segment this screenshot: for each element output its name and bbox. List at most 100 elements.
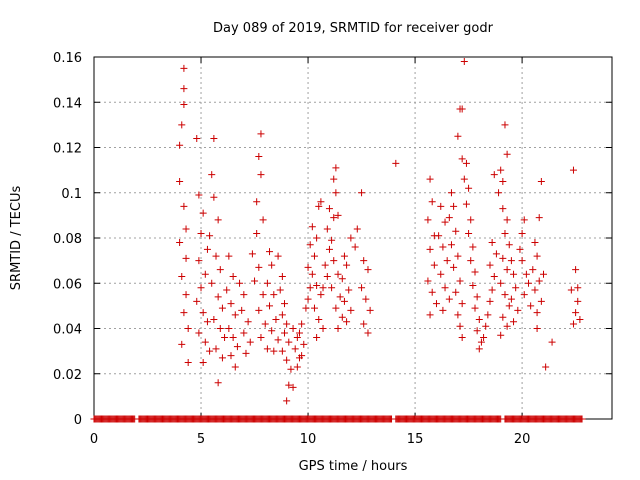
data-point <box>268 327 276 335</box>
data-point <box>244 318 252 326</box>
data-point <box>512 284 520 292</box>
data-point <box>278 311 286 319</box>
data-point <box>338 313 346 321</box>
data-point <box>313 282 321 290</box>
data-point <box>248 250 256 258</box>
data-point <box>499 205 507 213</box>
data-point <box>293 334 301 342</box>
data-point <box>328 284 336 292</box>
data-point <box>540 270 548 278</box>
data-point <box>210 134 218 142</box>
data-point <box>253 229 261 237</box>
data-point <box>345 286 353 294</box>
data-point <box>180 64 188 72</box>
data-point <box>456 322 464 330</box>
data-point <box>306 241 314 249</box>
x-tick-label: 15 <box>407 432 424 447</box>
data-point <box>278 347 286 355</box>
data-point <box>465 184 473 192</box>
data-point <box>499 177 507 185</box>
data-point <box>289 325 297 332</box>
data-point <box>214 216 222 224</box>
y-tick-label: 0.02 <box>53 368 82 383</box>
data-point <box>315 202 323 210</box>
data-point <box>178 272 186 280</box>
data-point <box>283 320 291 328</box>
data-point <box>257 130 265 138</box>
x-tick-label: 5 <box>197 432 205 447</box>
data-point <box>458 105 466 113</box>
x-tick-label: 20 <box>514 432 531 447</box>
data-point <box>424 277 432 285</box>
data-point <box>435 232 443 240</box>
data-point <box>308 270 316 278</box>
data-point <box>238 306 246 314</box>
data-point <box>490 272 498 280</box>
data-point <box>471 304 479 312</box>
data-point <box>199 358 207 366</box>
data-point <box>458 334 466 342</box>
data-point <box>278 272 286 280</box>
data-point <box>182 225 190 233</box>
data-point <box>501 121 509 129</box>
data-point <box>212 345 220 353</box>
data-point <box>233 343 241 351</box>
data-point <box>176 177 184 185</box>
data-point <box>255 306 263 314</box>
data-point <box>332 164 340 172</box>
data-point <box>432 300 440 308</box>
data-point <box>251 277 259 285</box>
data-point <box>347 306 355 314</box>
data-point <box>492 250 500 258</box>
data-point <box>176 141 184 149</box>
data-point <box>236 279 244 287</box>
data-point <box>182 254 190 262</box>
data-point <box>482 322 490 330</box>
data-point <box>445 295 453 303</box>
data-point <box>287 365 295 373</box>
data-point <box>229 334 237 342</box>
data-point <box>285 338 293 346</box>
data-point <box>437 202 445 210</box>
data-point <box>317 198 325 206</box>
data-point <box>366 306 374 314</box>
data-point <box>518 257 526 265</box>
data-point <box>274 336 282 344</box>
data-point <box>203 318 211 326</box>
data-point <box>319 284 327 292</box>
data-point <box>572 309 580 317</box>
data-point <box>221 334 229 342</box>
y-tick-label: 0.08 <box>53 232 82 247</box>
data-point <box>503 266 511 274</box>
data-point <box>313 334 321 342</box>
data-point <box>533 325 541 332</box>
data-point <box>201 270 209 278</box>
data-point <box>308 223 316 231</box>
data-point <box>225 325 233 332</box>
data-point <box>477 338 485 346</box>
chart-title: Day 089 of 2019, SRMTID for receiver god… <box>213 21 494 36</box>
data-points <box>176 58 584 405</box>
data-point <box>283 397 291 405</box>
data-point <box>206 347 214 355</box>
data-point <box>447 241 455 249</box>
data-point <box>456 277 464 285</box>
data-point <box>291 345 299 353</box>
data-point <box>259 291 267 299</box>
data-point <box>229 272 237 280</box>
data-point <box>210 193 218 201</box>
data-point <box>218 304 226 312</box>
data-point <box>362 295 370 303</box>
data-point <box>475 345 483 353</box>
data-point <box>424 216 432 224</box>
data-point <box>465 229 473 237</box>
data-point <box>180 309 188 317</box>
y-tick-label: 0.16 <box>53 51 82 66</box>
data-point <box>475 315 483 323</box>
data-point <box>426 245 434 253</box>
data-point <box>178 121 186 129</box>
data-point <box>428 198 436 206</box>
data-point <box>480 334 488 342</box>
data-point <box>180 101 188 109</box>
